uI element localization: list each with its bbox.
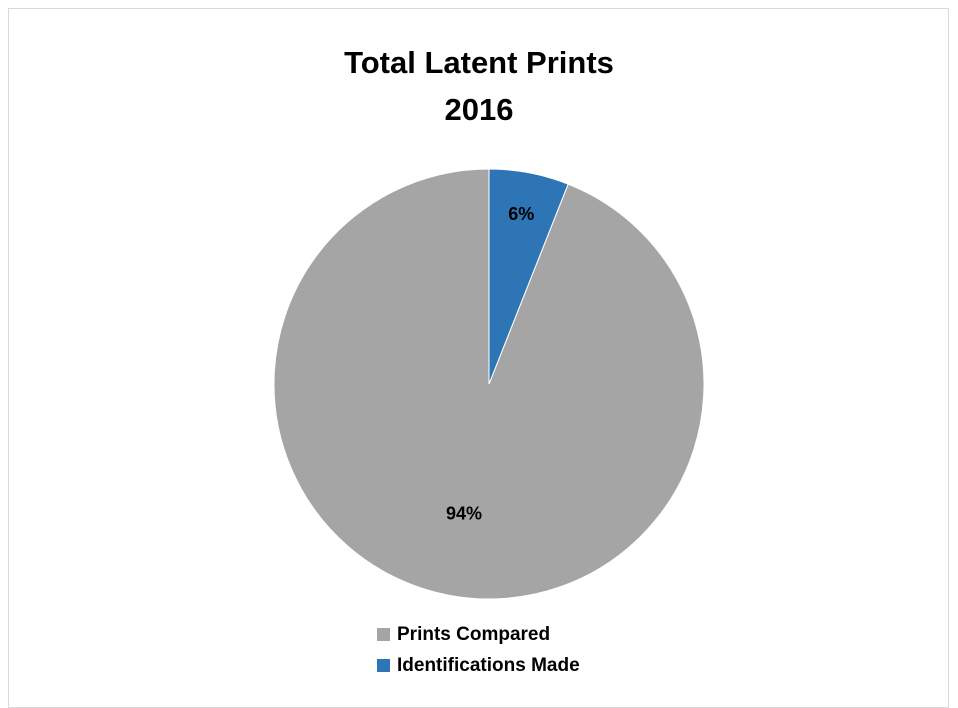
pie-chart: 94% 6%	[273, 168, 705, 600]
data-label-prints-compared: 94%	[446, 504, 482, 524]
legend-item-identifications-made: Identifications Made	[377, 650, 580, 681]
pie-slices	[273, 168, 705, 600]
data-label-identifications-made: 6%	[508, 204, 534, 224]
pie-slice-identifications-made	[488, 168, 569, 385]
chart-title-line-1: Total Latent Prints	[344, 45, 614, 80]
chart-title-line-2: 2016	[444, 92, 514, 127]
chart-legend: Prints Compared Identifications Made	[377, 619, 580, 681]
legend-item-prints-compared: Prints Compared	[377, 619, 580, 650]
pie-data-labels: 94% 6%	[446, 204, 534, 524]
legend-swatch-identifications-made	[377, 659, 390, 672]
legend-label-identifications-made: Identifications Made	[397, 654, 580, 676]
legend-label-prints-compared: Prints Compared	[397, 623, 551, 645]
chart-title: Total Latent Prints 2016	[0, 39, 958, 133]
legend-swatch-prints-compared	[377, 628, 390, 641]
